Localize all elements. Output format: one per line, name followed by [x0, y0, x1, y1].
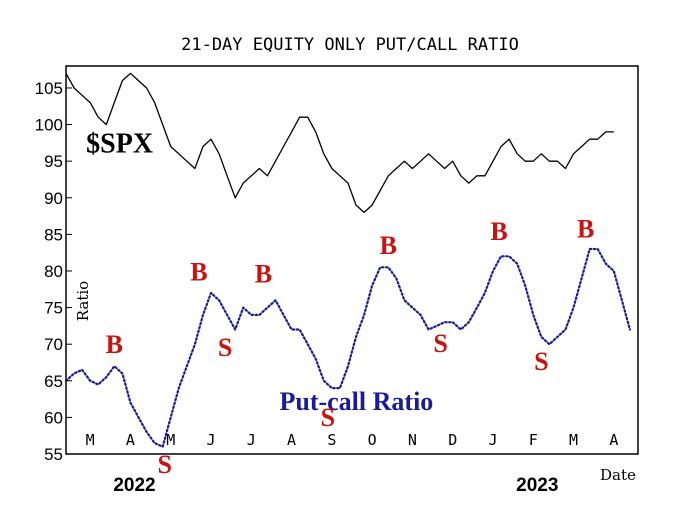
- month-label: A: [609, 431, 618, 449]
- y-tick-label-60: 60: [44, 408, 63, 427]
- y-tick-label-85: 85: [44, 225, 63, 244]
- buy-signal: B: [577, 214, 594, 243]
- y-tick-label-105: 105: [35, 79, 63, 98]
- y-tick-label-100: 100: [35, 116, 63, 135]
- y-tick-label-65: 65: [44, 372, 63, 391]
- put-call-ratio-line: [64, 247, 631, 448]
- y-tick-label-80: 80: [44, 262, 63, 281]
- month-label: A: [287, 431, 296, 449]
- y-tick-label-55: 55: [44, 445, 63, 464]
- sell-signal: S: [218, 333, 232, 362]
- sell-signal: S: [157, 450, 171, 479]
- month-label: J: [247, 431, 256, 449]
- month-label: J: [206, 431, 215, 449]
- year-label-2023: 2023: [516, 475, 558, 496]
- buy-signal: B: [380, 231, 397, 260]
- plot-frame: [65, 65, 639, 455]
- month-label: F: [529, 431, 538, 449]
- sell-signal: S: [321, 403, 335, 432]
- buy-signal: B: [490, 217, 507, 246]
- put-call-series-label: Put-call Ratio: [279, 387, 433, 416]
- y-tick-label-75: 75: [44, 299, 63, 318]
- month-label: M: [166, 431, 175, 449]
- buy-signal: B: [255, 260, 272, 289]
- y-axis-label: Ratio: [74, 281, 92, 321]
- chart-title: 21-DAY EQUITY ONLY PUT/CALL RATIO: [181, 35, 519, 55]
- spx-series-label: $SPX: [86, 128, 153, 159]
- y-tick-label-90: 90: [44, 189, 63, 208]
- buy-signal: B: [190, 257, 207, 286]
- month-label: M: [86, 431, 95, 449]
- y-tick-label-95: 95: [44, 152, 63, 171]
- sell-signal: S: [433, 329, 447, 358]
- month-label: J: [488, 431, 497, 449]
- y-tick-label-70: 70: [44, 335, 63, 354]
- x-axis-label: Date: [600, 466, 636, 484]
- buy-signal: B: [106, 330, 123, 359]
- month-label: N: [408, 431, 417, 449]
- spx-line: [65, 72, 614, 214]
- month-label: S: [327, 431, 336, 449]
- year-label-2022: 2022: [113, 475, 155, 496]
- month-label: O: [368, 431, 377, 449]
- month-label: M: [569, 431, 578, 449]
- month-label: D: [448, 431, 457, 449]
- sell-signal: S: [534, 347, 548, 376]
- plot-area: [64, 65, 639, 455]
- month-label: A: [126, 431, 135, 449]
